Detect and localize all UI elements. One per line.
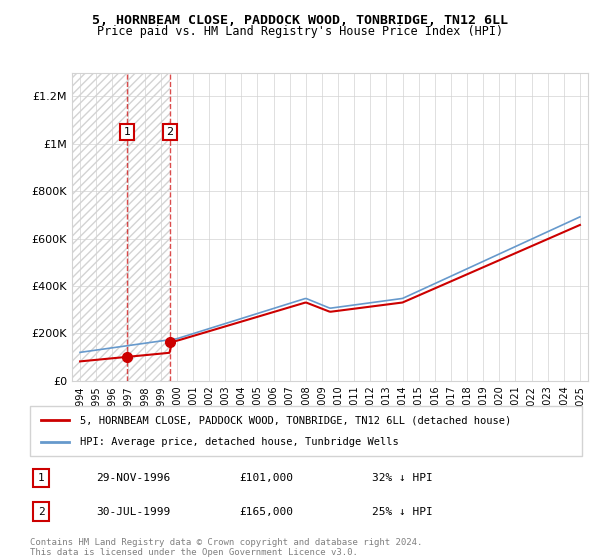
FancyBboxPatch shape [30,406,582,456]
Text: 30-JUL-1999: 30-JUL-1999 [96,507,170,517]
Bar [72,73,170,381]
Text: 32% ↓ HPI: 32% ↓ HPI [372,473,433,483]
Text: £165,000: £165,000 [240,507,294,517]
Text: 5, HORNBEAM CLOSE, PADDOCK WOOD, TONBRIDGE, TN12 6LL: 5, HORNBEAM CLOSE, PADDOCK WOOD, TONBRID… [92,14,508,27]
Text: Price paid vs. HM Land Registry's House Price Index (HPI): Price paid vs. HM Land Registry's House … [97,25,503,38]
Text: Contains HM Land Registry data © Crown copyright and database right 2024.
This d: Contains HM Land Registry data © Crown c… [30,538,422,557]
Text: HPI: Average price, detached house, Tunbridge Wells: HPI: Average price, detached house, Tunb… [80,437,398,447]
Text: 2: 2 [166,127,173,137]
Text: £101,000: £101,000 [240,473,294,483]
Text: 25% ↓ HPI: 25% ↓ HPI [372,507,433,517]
Text: 1: 1 [38,473,44,483]
Text: 1: 1 [124,127,130,137]
Text: 5, HORNBEAM CLOSE, PADDOCK WOOD, TONBRIDGE, TN12 6LL (detached house): 5, HORNBEAM CLOSE, PADDOCK WOOD, TONBRID… [80,415,511,425]
Text: 2: 2 [38,507,44,517]
Text: 29-NOV-1996: 29-NOV-1996 [96,473,170,483]
